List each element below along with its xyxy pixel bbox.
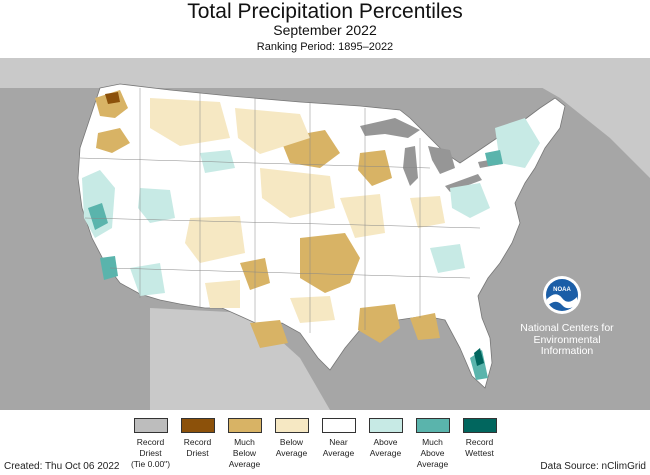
legend-swatch xyxy=(321,418,356,433)
legend-swatch xyxy=(368,418,403,433)
map-subtitle: September 2022 xyxy=(273,22,377,38)
legend-swatch xyxy=(180,418,215,433)
data-source: Data Source: nClimGrid xyxy=(540,461,646,472)
legend-swatch xyxy=(227,418,262,433)
legend-item: Much Above Average xyxy=(405,418,460,470)
svg-text:NOAA: NOAA xyxy=(553,287,571,293)
org-line-1: National Centers for xyxy=(520,322,614,334)
noaa-logo-icon: NOAA xyxy=(543,276,581,314)
much-above-average-areas xyxy=(88,150,503,380)
org-line-2: Environmental xyxy=(533,333,601,346)
created-date: Created: Thu Oct 06 2022 xyxy=(4,461,120,472)
lake-michigan xyxy=(403,146,418,186)
legend-label: Above Average xyxy=(369,437,402,458)
legend-item: Record Driest (Tie 0.00") xyxy=(123,418,178,470)
lake-superior xyxy=(360,118,420,138)
state-boundaries xyxy=(79,88,481,333)
record-wettest-area xyxy=(474,348,484,366)
mexico-region xyxy=(150,308,330,410)
ranking-period: Ranking Period: 1895–2022 xyxy=(256,41,394,53)
record-driest-area xyxy=(105,92,120,104)
legend-item: Near Average xyxy=(311,418,366,459)
map-title: Total Precipitation Percentiles xyxy=(187,0,463,23)
legend-item: Above Average xyxy=(358,418,413,459)
legend-label: Record Wettest xyxy=(465,437,494,458)
legend-swatch xyxy=(133,418,168,433)
legend-item: Much Below Average xyxy=(217,418,272,470)
legend-item: Record Wettest xyxy=(452,418,507,459)
legend-label: Record Driest (Tie 0.00") xyxy=(130,437,171,469)
legend-label: Much Above Average xyxy=(416,437,449,469)
legend-label: Much Below Average xyxy=(228,437,261,469)
above-average-areas xyxy=(82,118,540,296)
noaa-org-text: National Centers for Environmental Infor… xyxy=(512,322,622,358)
legend-swatch xyxy=(415,418,450,433)
legend-swatch xyxy=(274,418,309,433)
legend-item: Below Average xyxy=(264,418,319,459)
legend-swatch xyxy=(462,418,497,433)
org-line-3: Information xyxy=(540,345,594,357)
legend-label: Near Average xyxy=(322,437,355,458)
legend-label: Record Driest xyxy=(183,437,212,458)
lake-huron xyxy=(428,146,455,174)
legend-item: Record Driest xyxy=(170,418,225,459)
legend-label: Below Average xyxy=(275,437,308,458)
canada-east-region xyxy=(490,58,650,178)
precipitation-map: NOAA xyxy=(0,58,650,410)
map-svg: NOAA xyxy=(0,58,650,410)
